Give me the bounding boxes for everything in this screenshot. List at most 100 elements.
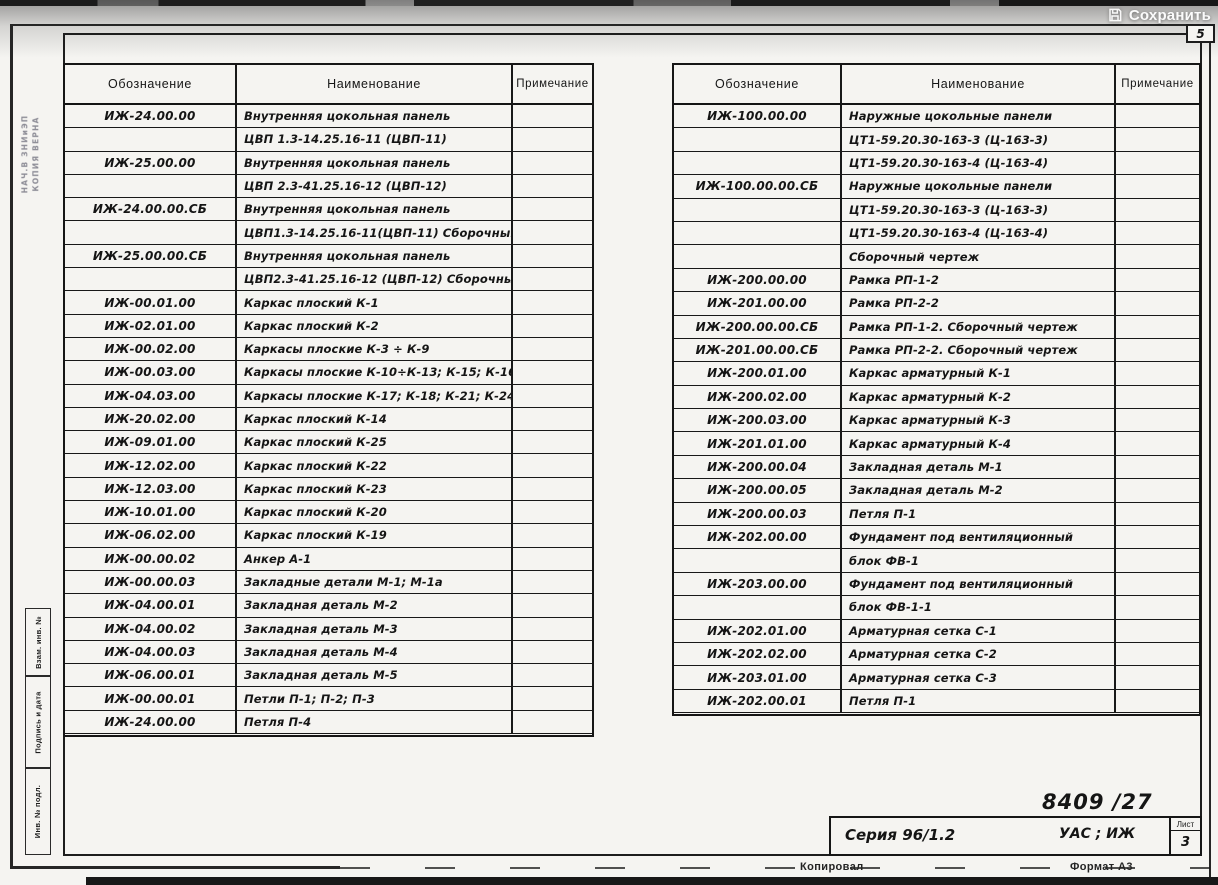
designation-cell: ИЖ-12.02.00: [65, 454, 237, 478]
designation-cell: ИЖ-100.00.00: [674, 105, 842, 129]
save-icon: [1109, 8, 1122, 22]
note-cell: [1116, 620, 1199, 643]
name-cell: Каркасы плоские К-10÷К-13; К-15; К-16: [237, 361, 513, 385]
margin-label-vzam: Взам. инв. №: [33, 615, 43, 669]
designation-cell: ИЖ-00.00.01: [65, 687, 237, 711]
designation-cell: ИЖ-00.00.02: [65, 547, 237, 571]
name-cell: Наружные цокольные панели: [842, 105, 1116, 129]
name-cell: ЦВП 2.3-41.25.16-12 (ЦВП-12): [237, 174, 513, 199]
note-cell: [513, 291, 592, 315]
note-cell: [513, 618, 592, 641]
name-cell: ЦТ1-59.20.30-163-3 (Ц-163-3): [842, 198, 1116, 222]
designation-cell: [65, 128, 237, 152]
note-cell: [513, 548, 592, 571]
note-cell: [513, 641, 592, 665]
name-cell: Внутренняя цокольная панель: [237, 198, 513, 222]
note-cell: [1116, 596, 1199, 620]
name-cell: Петля П-4: [237, 710, 513, 735]
note-cell: [1116, 292, 1199, 316]
designation-cell: [674, 151, 842, 176]
designation-cell: ИЖ-202.00.01: [674, 689, 842, 714]
name-cell: Анкер А-1: [237, 547, 513, 571]
name-cell: Каркас арматурный К-3: [842, 409, 1116, 433]
note-cell: [513, 128, 592, 152]
note-cell: [513, 687, 592, 711]
note-cell: [1116, 386, 1199, 410]
designation-cell: ИЖ-20.02.00: [65, 407, 237, 432]
designation-cell: ИЖ-202.02.00: [674, 642, 842, 667]
designation-cell: [674, 596, 842, 620]
designation-cell: ИЖ-00.03.00: [65, 361, 237, 385]
designation-cell: ИЖ-12.03.00: [65, 477, 237, 502]
designation-cell: ИЖ-200.02.00: [674, 385, 842, 410]
name-cell: Рамка РП-2-2: [842, 292, 1116, 316]
note-cell: [513, 454, 592, 478]
designation-cell: ИЖ-200.00.00: [674, 268, 842, 293]
note-cell: [1116, 526, 1199, 550]
column-header-name: Наименование: [842, 65, 1116, 105]
designation-cell: [674, 245, 842, 269]
outer-frame-left: [10, 25, 13, 868]
designation-cell: ИЖ-00.00.03: [65, 570, 237, 595]
note-cell: [513, 245, 592, 269]
note-cell: [513, 198, 592, 222]
note-cell: [1116, 409, 1199, 433]
name-cell: Рамка РП-1-2. Сборочный чертеж: [842, 315, 1116, 339]
name-cell: Петля П-1: [842, 689, 1116, 714]
margin-cell-podpis: Подпись и дата: [25, 676, 51, 768]
name-cell: Закладная деталь М-2: [237, 594, 513, 618]
page-number: 5: [1196, 26, 1205, 41]
name-cell: Сборочный чертеж: [842, 245, 1116, 269]
note-cell: [513, 711, 592, 735]
name-cell: Петли П-1; П-2; П-3: [237, 687, 513, 711]
name-cell: ЦТ1-59.20.30-163-3 (Ц-163-3): [842, 128, 1116, 152]
name-cell: Каркас плоский К-22: [237, 454, 513, 478]
designation-cell: [674, 198, 842, 222]
designation-cell: ИЖ-200.00.05: [674, 479, 842, 503]
note-cell: [513, 105, 592, 129]
copy-stamp: НАЧ.В ЗНИиЭП КОПИЯ ВЕРНА: [12, 88, 48, 220]
name-cell: ЦТ1-59.20.30-163-4 (Ц-163-4): [842, 151, 1116, 176]
column-header-designation: Обозначение: [674, 65, 842, 105]
note-cell: [513, 408, 592, 432]
designation-cell: ИЖ-203.00.00: [674, 572, 842, 597]
name-cell: Рамка РП-1-2: [842, 268, 1116, 293]
sheet-number: 3: [1180, 835, 1191, 850]
stamp-line-2: КОПИЯ ВЕРНА: [31, 116, 41, 192]
column-header-designation: Обозначение: [65, 65, 237, 105]
name-cell: Петля П-1: [842, 502, 1116, 527]
name-cell: Каркас плоский К-14: [237, 407, 513, 432]
designation-cell: ИЖ-200.00.04: [674, 455, 842, 480]
series-label: Серия 96/1.2: [845, 826, 956, 844]
copied-label: Копировал: [800, 861, 864, 873]
designation-cell: ИЖ-100.00.00.СБ: [674, 175, 842, 199]
name-cell: Каркас плоский К-20: [237, 501, 513, 525]
name-cell: Рамка РП-2-2. Сборочный чертеж: [842, 338, 1116, 363]
note-cell: [1116, 199, 1199, 222]
designation-cell: ИЖ-202.00.00: [674, 526, 842, 550]
designation-cell: ИЖ-10.01.00: [65, 501, 237, 525]
designation-cell: ИЖ-25.00.00: [65, 151, 237, 175]
designation-cell: ИЖ-04.00.01: [65, 594, 237, 618]
designation-cell: ИЖ-203.01.00: [674, 666, 842, 690]
designation-cell: ИЖ-200.01.00: [674, 362, 842, 386]
name-cell: Закладная деталь М-4: [237, 640, 513, 665]
name-cell: Закладная деталь М-3: [237, 617, 513, 641]
designation-cell: ИЖ-24.00.00: [65, 105, 237, 129]
save-button[interactable]: Сохранить: [1103, 3, 1215, 27]
designation-cell: [65, 268, 237, 292]
note-cell: [513, 524, 592, 548]
designation-cell: ИЖ-200.03.00: [674, 409, 842, 433]
name-cell: Закладная деталь М-1: [842, 455, 1116, 480]
designation-cell: ИЖ-04.00.03: [65, 640, 237, 665]
name-cell: блок ФВ-1-1: [842, 596, 1116, 620]
note-cell: [1116, 643, 1199, 667]
name-cell: Внутренняя цокольная панель: [237, 105, 513, 129]
designation-cell: [674, 549, 842, 573]
name-cell: Закладные детали М-1; М-1а: [237, 570, 513, 595]
page-number-box: 5: [1186, 24, 1215, 43]
parts-table-left: Обозначение Наименование Примечание ИЖ-2…: [63, 63, 594, 737]
designation-cell: ИЖ-00.02.00: [65, 337, 237, 362]
designation-cell: ИЖ-06.02.00: [65, 524, 237, 548]
outer-frame-bottom: [10, 866, 340, 869]
